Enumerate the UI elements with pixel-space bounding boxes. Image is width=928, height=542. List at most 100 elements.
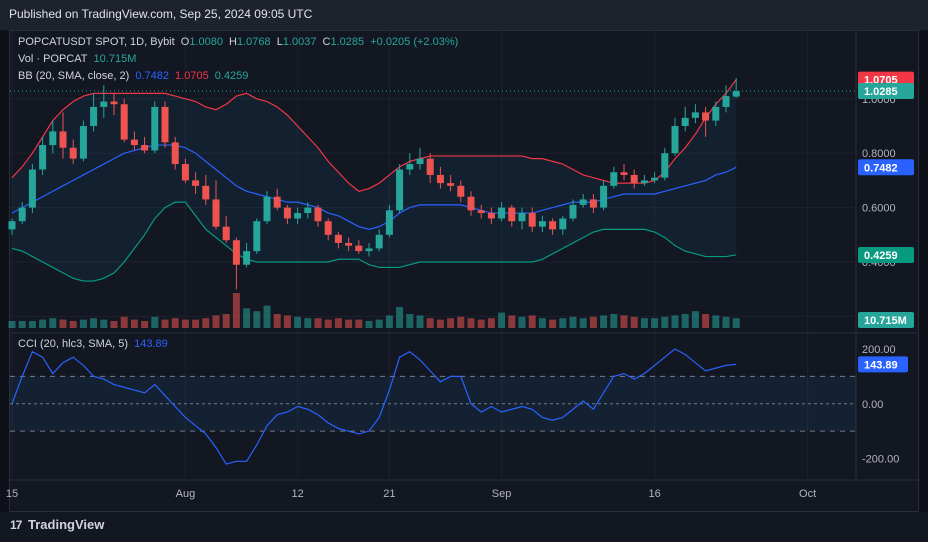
candle-body — [722, 96, 730, 107]
volume-bar — [100, 319, 108, 328]
volume-bar — [212, 315, 220, 328]
candle — [192, 172, 200, 194]
candle — [253, 218, 261, 254]
chart-frame[interactable] — [9, 30, 919, 512]
candle-body — [141, 145, 149, 151]
candle-body — [232, 240, 240, 265]
volume-bar — [447, 318, 455, 328]
candle — [120, 98, 128, 143]
publish-bar: Published on TradingView.com, Sep 25, 20… — [0, 0, 928, 30]
cci-tick-label: 200.00 — [862, 344, 896, 356]
candle — [365, 242, 373, 257]
candle-body — [447, 183, 455, 186]
candle-body — [640, 180, 648, 184]
tradingview-logo[interactable]: 17 TradingView — [10, 517, 104, 532]
volume-bar — [110, 321, 118, 328]
volume-value: 10.715M — [93, 53, 137, 65]
candle — [467, 191, 475, 216]
price-badge: 1.0285 — [858, 83, 914, 100]
candle — [314, 204, 322, 227]
candle-body — [702, 112, 710, 121]
candle-body — [100, 101, 108, 107]
close-value: 1.0285 — [330, 36, 365, 48]
volume-bar — [314, 318, 322, 328]
volume-bar — [559, 318, 567, 328]
price-badge-bg — [858, 159, 914, 176]
candle-body — [314, 207, 322, 222]
volume-label: Vol · POPCAT — [18, 53, 88, 65]
candle — [396, 164, 404, 214]
time-tick-label: Aug — [176, 488, 196, 500]
volume-bar — [426, 318, 434, 328]
volume-bar — [49, 318, 57, 328]
volume-bar — [396, 307, 404, 328]
candle-body — [385, 210, 393, 235]
volume-bar — [732, 318, 740, 328]
volume-bar — [120, 316, 128, 328]
volume-bar — [630, 316, 638, 328]
bb-basis-value: 0.7482 — [135, 70, 169, 82]
footer-bar — [0, 512, 928, 542]
candle-body — [528, 213, 536, 227]
candle — [702, 106, 710, 137]
price-badge: 0.4259 — [858, 246, 914, 263]
candle-body — [569, 204, 577, 219]
price-badge-label: 0.4259 — [864, 250, 898, 262]
candle — [610, 166, 618, 189]
volume-bar — [141, 321, 149, 328]
candle-body — [59, 131, 67, 148]
candle-body — [79, 126, 87, 159]
ohlc-legend: POPCATUSDT SPOT, 1D, Bybit O1.0080 H1.07… — [18, 36, 461, 48]
candle-body — [90, 106, 98, 126]
candle-body — [28, 169, 36, 208]
candle-body — [487, 213, 495, 219]
candle-body — [69, 147, 77, 159]
candle-body — [538, 221, 546, 227]
price-badge-label: 0.7482 — [864, 162, 898, 174]
candle-body — [712, 106, 720, 121]
volume-bar — [416, 315, 424, 328]
candle — [355, 240, 363, 254]
volume-bar — [579, 318, 587, 328]
candle-body — [151, 106, 159, 151]
candle — [661, 147, 669, 181]
volume-bar — [365, 321, 373, 328]
candle-body — [8, 221, 16, 230]
candle-body — [620, 172, 628, 175]
candle — [324, 218, 332, 241]
volume-bar — [508, 315, 516, 328]
volume-bar — [294, 316, 302, 328]
candle-body — [498, 207, 506, 219]
candle — [630, 169, 638, 189]
volume-bar — [681, 314, 689, 328]
candle-body — [283, 207, 291, 219]
price-badge-bg — [858, 83, 914, 100]
volume-bar — [610, 314, 618, 328]
volume-bar — [79, 319, 87, 328]
candle — [263, 191, 271, 224]
candle-body — [375, 234, 383, 249]
price-tick-label: 0.8000 — [862, 148, 896, 160]
time-tick-label: 15 — [6, 488, 18, 500]
volume-bar — [661, 316, 669, 328]
volume-bar — [528, 315, 536, 328]
candle-body — [324, 221, 332, 235]
low-label: L — [276, 36, 283, 48]
candle-body — [589, 199, 597, 208]
candle — [518, 207, 526, 230]
high-label: H — [229, 36, 237, 48]
cci-legend: CCI (20, hlc3, SMA, 5) 143.89 — [18, 338, 171, 350]
volume-bar — [355, 319, 363, 328]
candle — [8, 218, 16, 235]
bb-label: BB (20, SMA, close, 2) — [18, 70, 130, 82]
bb-upper-value: 1.0705 — [175, 70, 209, 82]
candle-body — [120, 104, 128, 140]
price-badge: 0.7482 — [858, 159, 914, 176]
candle — [222, 215, 230, 243]
volume-bar — [8, 321, 16, 328]
time-tick-label: Sep — [492, 488, 512, 500]
candle — [569, 199, 577, 222]
candle-body — [304, 207, 312, 214]
volume-bar — [304, 318, 312, 328]
